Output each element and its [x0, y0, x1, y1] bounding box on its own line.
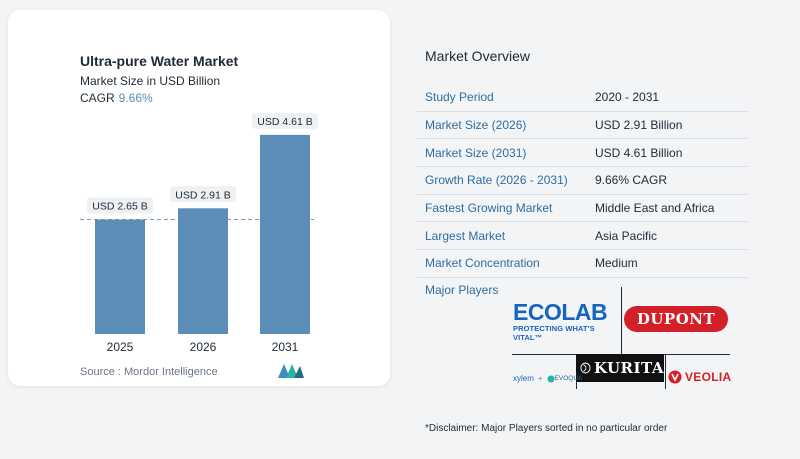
- data-label-bg: [170, 186, 236, 203]
- chart-title: Ultra-pure Water Market: [80, 53, 239, 69]
- veolia-logo: VEOLIA: [668, 370, 731, 384]
- veolia-emblem-icon: [668, 370, 682, 384]
- row-label: Market Size (2031): [425, 145, 527, 160]
- cagr-label: CAGR: [80, 91, 115, 105]
- kurita-emblem-icon: [580, 362, 591, 374]
- bar-chart: USD 2.65 B 2025 USD 2.91 B 2026 USD 4.61 B 20…: [80, 112, 318, 354]
- x-tick-label: 2026: [190, 340, 217, 354]
- row-value: 2020 - 2031: [595, 90, 660, 105]
- row-label: Market Concentration: [425, 256, 540, 271]
- cagr-value: 9.66%: [118, 91, 153, 105]
- row-label: Study Period: [425, 90, 494, 105]
- disclaimer: *Disclaimer: Major Players sorted in no …: [425, 423, 668, 434]
- source-note: Source : Mordor Intelligence: [80, 366, 218, 378]
- bar-2026: [178, 208, 228, 334]
- overview-row: Market Size (2026) USD 2.91 Billion: [417, 112, 747, 140]
- cagr: CAGR 9.66%: [80, 91, 153, 105]
- overview-row: Fastest Growing Market Middle East and Af…: [417, 195, 747, 223]
- mordor-logo-icon: [278, 364, 304, 378]
- bar-2025: [95, 219, 145, 334]
- ecolab-name: ECOLAB: [513, 299, 608, 325]
- row-value: Medium: [595, 256, 638, 271]
- row-value: USD 4.61 Billion: [595, 145, 683, 160]
- row-value: Middle East and Africa: [595, 201, 715, 216]
- grid-divider: [621, 287, 622, 354]
- veolia-name: VEOLIA: [685, 370, 732, 384]
- evoqua-drop-icon: [547, 375, 555, 382]
- overview-row: Study Period 2020 - 2031: [417, 84, 747, 112]
- data-label: USD 2.65 B: [92, 201, 147, 213]
- x-tick-label: 2031: [272, 340, 299, 354]
- xylem-name: xylem: [513, 374, 534, 383]
- row-label: Fastest Growing Market: [425, 201, 553, 216]
- evoqua-name: EVOQUA: [554, 375, 583, 382]
- overview-row: Market Size (2031) USD 4.61 Billion: [417, 139, 747, 168]
- data-label: USD 4.61 B: [257, 116, 312, 128]
- x-tick-label: 2025: [107, 340, 134, 354]
- data-label: USD 2.91 B: [175, 189, 230, 201]
- bar-2031: [260, 134, 310, 334]
- dupont-logo: DUPONT: [624, 306, 728, 332]
- ecolab-tagline: PROTECTING WHAT'S VITAL™: [513, 324, 595, 342]
- overview-title: Market Overview: [425, 48, 531, 64]
- xylem-evoqua-logo: xylem + EVOQUA: [513, 374, 582, 383]
- dupont-name: DUPONT: [636, 310, 716, 328]
- major-players-title: Major Players: [425, 283, 499, 297]
- chart-subtitle: Market Size in USD Billion: [80, 74, 221, 88]
- plus-sign: +: [537, 374, 543, 383]
- row-label: Market Size (2026): [425, 118, 527, 133]
- grid-divider: [665, 354, 666, 389]
- kurita-logo: KURITA: [576, 354, 664, 382]
- row-label: Growth Rate (2026 - 2031): [425, 173, 568, 188]
- overview-table: Study Period 2020 - 2031 Market Size (202…: [417, 84, 747, 278]
- row-value: 9.66% CAGR: [595, 173, 668, 188]
- row-label: Largest Market: [425, 228, 506, 243]
- overview-row: Growth Rate (2026 - 2031) 9.66% CAGR: [417, 167, 747, 195]
- data-label-bg: [252, 112, 318, 129]
- overview-row: Market Concentration Medium: [417, 250, 747, 278]
- kurita-name: KURITA: [593, 359, 664, 377]
- row-value: USD 2.91 Billion: [595, 118, 683, 133]
- ecolab-logo: ECOLAB PROTECTING WHAT'S VITAL™: [513, 300, 617, 342]
- data-label-bg: [87, 197, 153, 214]
- overview-row: Largest Market Asia Pacific: [417, 222, 747, 251]
- row-value: Asia Pacific: [595, 228, 658, 243]
